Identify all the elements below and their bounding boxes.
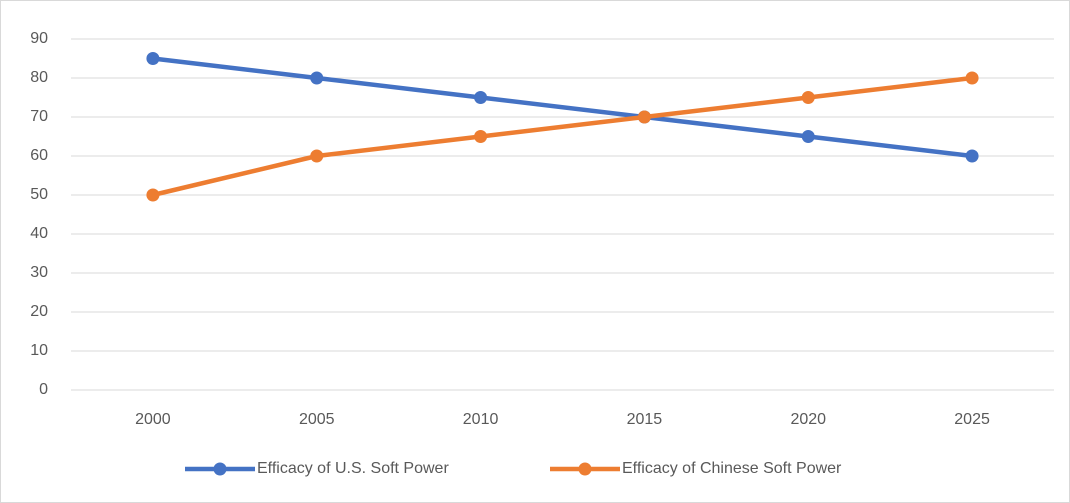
- y-tick-label: 50: [30, 186, 48, 203]
- y-tick-label: 30: [30, 264, 48, 281]
- y-tick-label: 80: [30, 69, 48, 86]
- data-point: [146, 52, 160, 65]
- y-tick-label: 20: [30, 303, 48, 320]
- x-tick-label: 2005: [299, 411, 335, 428]
- x-tick-label: 2000: [135, 411, 171, 428]
- y-tick-label: 40: [30, 225, 48, 242]
- y-tick-label: 0: [39, 381, 48, 398]
- data-point: [310, 149, 324, 163]
- data-point: [801, 91, 815, 104]
- x-tick-label: 2020: [790, 411, 826, 428]
- data-point: [146, 188, 160, 202]
- y-tick-label: 60: [30, 147, 48, 164]
- x-tick-label: 2015: [627, 411, 663, 428]
- data-point: [965, 71, 979, 85]
- x-tick-label: 2025: [954, 411, 990, 428]
- data-point: [637, 110, 651, 124]
- y-tick-label: 70: [30, 108, 48, 125]
- data-point: [474, 130, 488, 143]
- x-tick-label: 2010: [463, 411, 499, 428]
- data-point: [474, 91, 488, 104]
- legend-marker: [578, 462, 592, 476]
- legend-marker: [213, 462, 227, 476]
- series-line: [150, 56, 975, 159]
- legend-label: Efficacy of Chinese Soft Power: [622, 460, 842, 477]
- series-line: [150, 75, 975, 198]
- legend-label: Efficacy of U.S. Soft Power: [257, 460, 449, 477]
- y-tick-label: 90: [30, 30, 48, 47]
- data-point: [965, 149, 979, 163]
- y-tick-label: 10: [30, 342, 48, 359]
- data-point: [801, 130, 815, 143]
- data-point: [310, 71, 324, 85]
